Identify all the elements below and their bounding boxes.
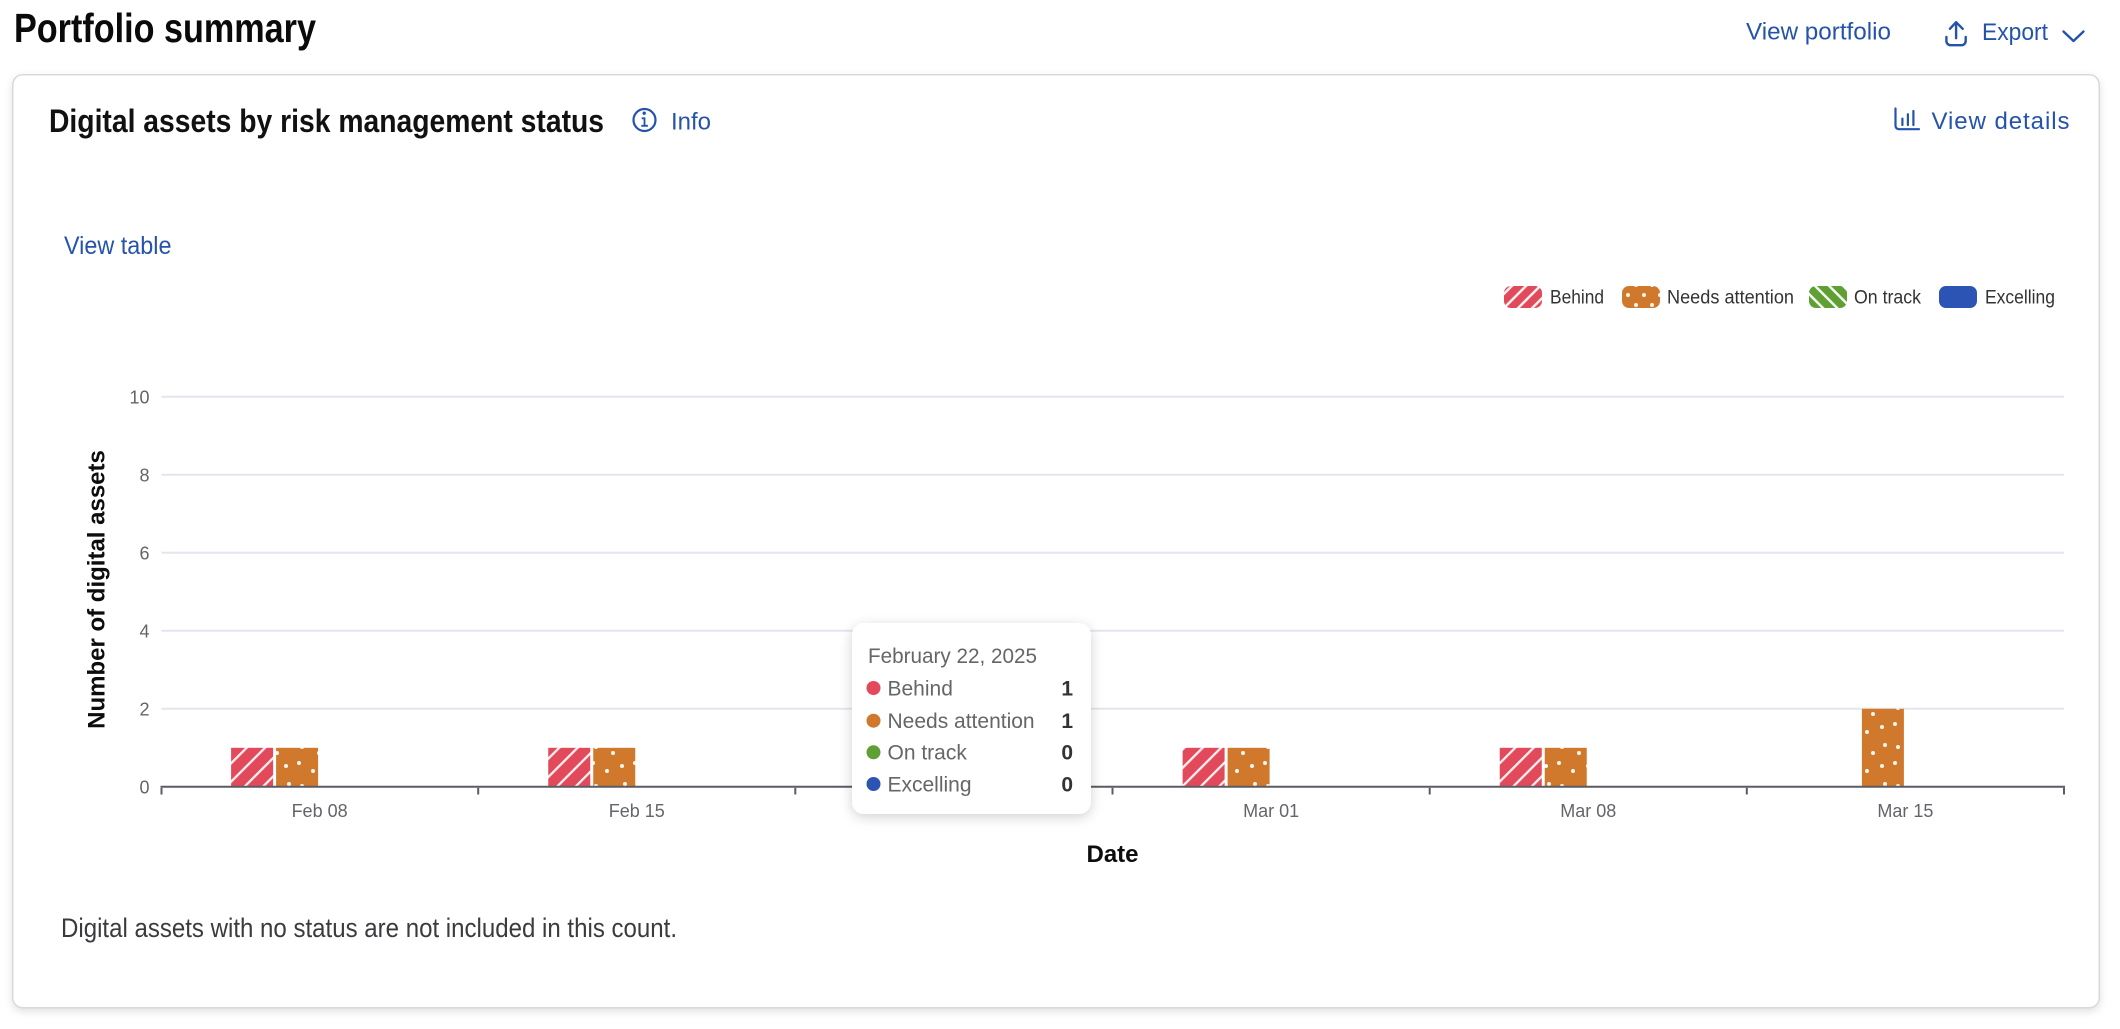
- svg-text:Number of digital assets: Number of digital assets: [83, 450, 110, 729]
- svg-text:1: 1: [1061, 677, 1073, 700]
- svg-text:Excelling: Excelling: [1985, 288, 2055, 309]
- svg-text:Behind: Behind: [888, 677, 953, 700]
- svg-text:On track: On track: [1854, 288, 1921, 309]
- svg-text:Digital assets with no status: Digital assets with no status are not in…: [61, 913, 677, 943]
- svg-text:View portfolio: View portfolio: [1746, 19, 1891, 46]
- svg-text:Excelling: Excelling: [888, 773, 972, 796]
- svg-text:10: 10: [129, 388, 149, 408]
- svg-text:1: 1: [1061, 710, 1073, 733]
- svg-text:February 22, 2025: February 22, 2025: [868, 645, 1037, 668]
- svg-text:Digital assets by risk managem: Digital assets by risk management status: [49, 103, 604, 139]
- svg-text:0: 0: [139, 778, 149, 798]
- svg-text:Feb 08: Feb 08: [292, 801, 348, 821]
- svg-text:8: 8: [139, 466, 149, 486]
- svg-text:Date: Date: [1086, 841, 1138, 868]
- svg-text:Portfolio summary: Portfolio summary: [14, 5, 316, 51]
- svg-text:Mar 15: Mar 15: [1877, 801, 1933, 821]
- svg-text:Mar 08: Mar 08: [1560, 801, 1616, 821]
- svg-text:0: 0: [1061, 773, 1073, 796]
- svg-text:Behind: Behind: [1550, 288, 1604, 309]
- svg-text:Feb 15: Feb 15: [609, 801, 665, 821]
- svg-text:View details: View details: [1932, 108, 2070, 135]
- svg-text:Mar 01: Mar 01: [1243, 801, 1299, 821]
- svg-text:6: 6: [139, 544, 149, 564]
- svg-text:Export: Export: [1982, 19, 2048, 46]
- svg-text:2: 2: [139, 700, 149, 720]
- svg-text:Needs attention: Needs attention: [888, 710, 1035, 733]
- svg-text:0: 0: [1061, 742, 1073, 765]
- svg-text:On track: On track: [888, 742, 968, 765]
- svg-text:Needs attention: Needs attention: [1667, 288, 1794, 309]
- svg-text:4: 4: [139, 622, 149, 642]
- svg-text:View table: View table: [64, 232, 172, 260]
- svg-text:Info: Info: [671, 109, 711, 136]
